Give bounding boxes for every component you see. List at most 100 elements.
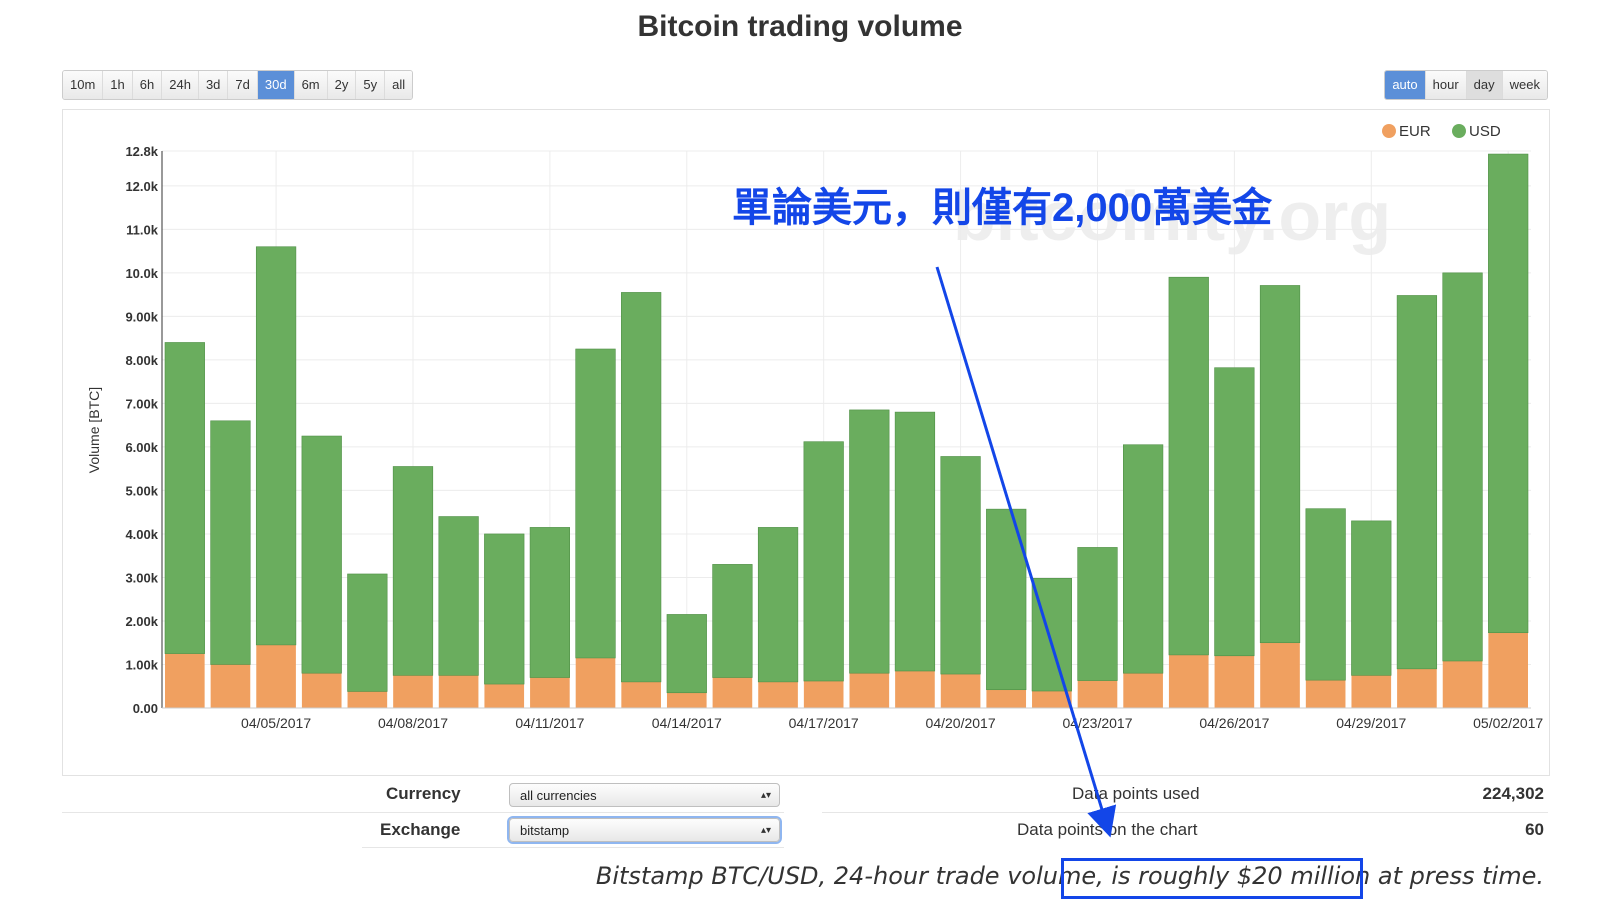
bar-usd (940, 456, 981, 675)
interval-button-day[interactable]: day (1466, 71, 1503, 99)
bar-eur (712, 677, 753, 708)
divider (62, 812, 784, 813)
interval-button-hour[interactable]: hour (1425, 71, 1467, 99)
x-tick-label: 05/02/2017 (1473, 715, 1543, 731)
bar-eur (1397, 668, 1437, 708)
currency-select[interactable]: all currencies ▴▾ (509, 783, 780, 807)
exchange-label: Exchange (380, 820, 461, 839)
x-tick-label: 04/17/2017 (789, 715, 859, 731)
bar-usd (164, 342, 205, 654)
x-tick-label: 04/11/2017 (515, 715, 584, 731)
y-tick-label: 4.00k (125, 527, 158, 542)
y-tick-label: 9.00k (125, 309, 158, 324)
bar-usd (1396, 295, 1438, 670)
y-tick-label: 10.0k (125, 266, 158, 281)
volume-chart: bitcoinity.org 0.00 1.00k 2.00k 3.00k 4.00k 5.… (86, 123, 1543, 731)
bar-eur (803, 681, 844, 708)
y-tick-label: 3.00k (125, 570, 158, 585)
legend-label-eur: EUR (1399, 123, 1431, 140)
bar-usd (1488, 153, 1529, 634)
bar-usd (803, 441, 844, 682)
y-tick-label: 12.0k (125, 179, 158, 194)
divider (362, 847, 784, 848)
time-range-buttons: 10m 1h 6h 24h 3d 7d 30d 6m 2y 5y all (62, 70, 414, 100)
range-button-6h[interactable]: 6h (132, 71, 163, 99)
range-button-1h[interactable]: 1h (103, 71, 133, 99)
range-button-all[interactable]: all (385, 71, 413, 99)
bar-eur (1214, 655, 1255, 708)
y-tick-label: 8.00k (125, 353, 158, 368)
bar-eur (575, 657, 616, 708)
bar-eur (895, 671, 935, 708)
bar-eur (1168, 654, 1209, 708)
bar-usd (484, 533, 525, 685)
bar-usd (1214, 367, 1255, 657)
bar-usd (1259, 285, 1301, 644)
bar-usd (438, 516, 479, 676)
bar-usd (1123, 444, 1164, 674)
bar-usd (849, 409, 890, 674)
points-chart-value: 60 (1525, 820, 1544, 839)
points-used-value: 224,302 (1482, 784, 1544, 803)
bar-eur (1032, 691, 1072, 708)
x-tick-label: 04/20/2017 (926, 715, 996, 731)
annotation-text: 單論美元，則僅有2,000萬美金 (732, 186, 1273, 230)
bar-eur (940, 674, 981, 708)
range-button-10m[interactable]: 10m (63, 71, 104, 99)
bar-eur (666, 692, 707, 708)
range-button-30d[interactable]: 30d (257, 71, 295, 99)
y-tick-label: 12.8k (125, 144, 158, 159)
bar-eur (621, 681, 661, 708)
x-tick-label: 04/05/2017 (241, 715, 311, 731)
chart-frame: bitcoinity.org 0.00 1.00k 2.00k 3.00k 4.00k 5.… (62, 109, 1550, 776)
bar-usd (894, 411, 936, 672)
caption-highlight-box (1061, 858, 1363, 899)
y-tick-label: 5.00k (125, 483, 158, 498)
y-tick-label: 6.00k (125, 440, 158, 455)
bar-usd (1351, 520, 1392, 676)
range-button-24h[interactable]: 24h (162, 71, 199, 99)
x-tick-label: 04/14/2017 (652, 715, 722, 731)
bar-eur (758, 681, 798, 708)
bar-usd (1442, 272, 1483, 662)
bar-eur (1351, 675, 1392, 708)
y-axis-label: Volume [BTC] (86, 387, 102, 473)
bar-usd (1168, 276, 1209, 656)
interval-button-week[interactable]: week (1502, 71, 1547, 99)
caption: Bitstamp BTC/USD, 24-hour trade volume, … (595, 862, 1544, 890)
currency-label: Currency (386, 784, 461, 803)
x-tick-label: 04/29/2017 (1336, 715, 1406, 731)
legend-marker-usd (1452, 124, 1466, 138)
exchange-select[interactable]: bitstamp ▴▾ (509, 818, 780, 842)
bar-usd (1305, 508, 1346, 681)
bar-eur (210, 664, 251, 708)
range-button-7d[interactable]: 7d (228, 71, 258, 99)
bar-eur (1488, 632, 1528, 708)
range-button-2y[interactable]: 2y (327, 71, 357, 99)
bar-usd (529, 527, 571, 678)
divider (822, 812, 1548, 813)
bar-usd (210, 420, 251, 665)
bar-eur (1123, 673, 1163, 708)
range-button-3d[interactable]: 3d (198, 71, 229, 99)
bar-usd (347, 573, 388, 692)
bar-usd (712, 564, 753, 678)
interval-buttons: auto hour day week (1384, 70, 1548, 100)
bar-eur (256, 644, 296, 708)
bar-usd (575, 348, 616, 659)
y-tick-label: 0.00 (133, 701, 158, 716)
bar-eur (530, 677, 570, 708)
page-title: Bitcoin trading volume (637, 10, 963, 43)
bar-eur (484, 684, 525, 708)
range-button-5y[interactable]: 5y (356, 71, 386, 99)
legend-label-usd: USD (1469, 123, 1501, 140)
bar-eur (347, 691, 388, 708)
select-arrows-icon: ▴▾ (760, 825, 771, 836)
range-button-6m[interactable]: 6m (294, 71, 328, 99)
bar-usd (392, 466, 434, 676)
watermark: bitcoinity.org (953, 177, 1391, 255)
y-tick-label: 11.0k (126, 222, 159, 237)
bar-eur (1305, 680, 1346, 708)
bar-usd (666, 614, 707, 694)
interval-button-auto[interactable]: auto (1385, 71, 1426, 99)
